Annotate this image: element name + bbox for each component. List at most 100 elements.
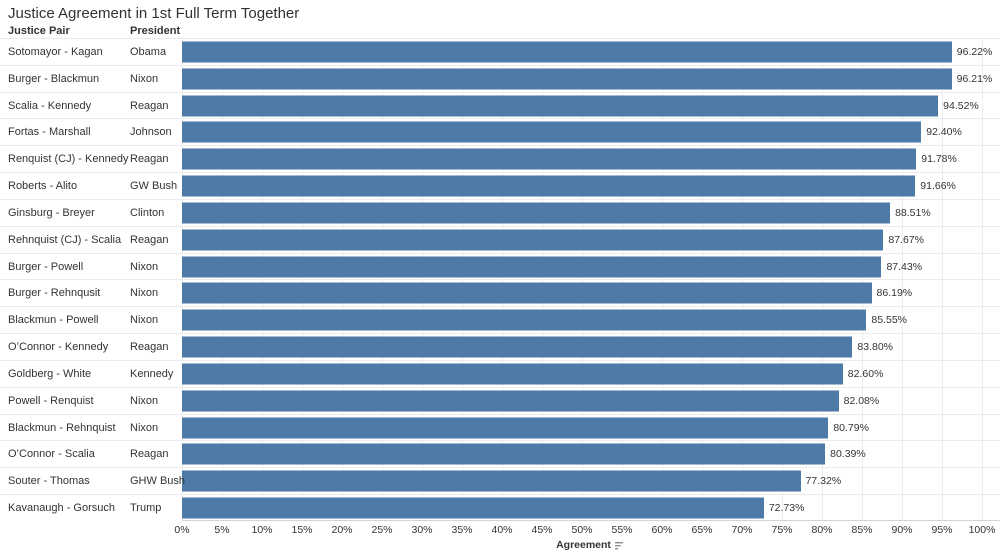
table-row: 87.43% Burger - Powell Nixon: [0, 253, 1000, 281]
justice-pair-cell[interactable]: Burger - Blackmun: [8, 72, 100, 85]
row-pane: 86.19%: [182, 280, 1000, 307]
justice-pair-cell[interactable]: Goldberg - White: [8, 367, 92, 380]
x-tick-label: 35%: [451, 524, 473, 536]
table-row: 94.52% Scalia - Kennedy Reagan: [0, 92, 1000, 120]
agreement-bar[interactable]: [182, 363, 843, 385]
president-cell[interactable]: Nixon: [130, 72, 159, 85]
agreement-bar[interactable]: [182, 390, 839, 412]
president-cell[interactable]: Nixon: [130, 394, 159, 407]
agreement-bar[interactable]: [182, 202, 891, 224]
bar-value-label: 92.40%: [926, 126, 962, 139]
president-cell[interactable]: Obama: [130, 45, 167, 58]
agreement-bar[interactable]: [182, 148, 917, 170]
x-tick-label: 50%: [571, 524, 593, 536]
president-cell[interactable]: Clinton: [130, 206, 165, 219]
agreement-bar[interactable]: [182, 121, 922, 143]
justice-pair-cell[interactable]: O’Connor - Scalia: [8, 448, 95, 461]
column-header-justice-pair[interactable]: Justice Pair: [8, 25, 70, 37]
bar-value-label: 91.66%: [920, 180, 956, 193]
president-cell[interactable]: Kennedy: [130, 367, 174, 380]
x-tick-label: 30%: [411, 524, 433, 536]
president-cell[interactable]: Nixon: [130, 260, 159, 273]
x-tick-label: 65%: [691, 524, 713, 536]
president-cell[interactable]: Reagan: [130, 99, 169, 112]
president-cell[interactable]: Reagan: [130, 448, 169, 461]
bar-value-label: 77.32%: [805, 475, 842, 488]
agreement-bar[interactable]: [182, 41, 952, 63]
x-tick-label: 5%: [214, 524, 230, 536]
bar-value-label: 94.52%: [943, 99, 979, 112]
chart-rows: 96.22% Sotomayor - Kagan Obama 96.21% Bu…: [0, 38, 1000, 521]
agreement-bar[interactable]: [182, 256, 882, 278]
justice-pair-cell[interactable]: Ginsburg - Breyer: [8, 206, 95, 219]
agreement-bar[interactable]: [182, 336, 853, 358]
justice-pair-cell[interactable]: Fortas - Marshall: [8, 126, 91, 139]
justice-pair-cell[interactable]: Renquist (CJ) - Kennedy: [8, 153, 129, 166]
row-pane: 96.21%: [182, 65, 1000, 92]
row-pane: 87.43%: [182, 253, 1000, 280]
table-row: 86.19% Burger - Rehnqusit Nixon: [0, 280, 1000, 308]
agreement-bar[interactable]: [182, 443, 826, 465]
justice-pair-cell[interactable]: Blackmun - Rehnquist: [8, 421, 116, 434]
president-cell[interactable]: GHW Bush: [130, 475, 186, 488]
president-cell[interactable]: Reagan: [130, 233, 169, 246]
row-pane: 91.78%: [182, 146, 1000, 173]
row-pane: 94.52%: [182, 92, 1000, 119]
sort-descending-icon[interactable]: [614, 541, 624, 550]
table-row: 88.51% Ginsburg - Breyer Clinton: [0, 199, 1000, 227]
justice-pair-cell[interactable]: Kavanaugh - Gorsuch: [8, 501, 116, 514]
agreement-bar[interactable]: [182, 282, 872, 304]
agreement-bar[interactable]: [182, 229, 884, 251]
table-row: 82.08% Powell - Renquist Nixon: [0, 387, 1000, 415]
table-row: 72.73% Kavanaugh - Gorsuch Trump: [0, 495, 1000, 521]
justice-pair-cell[interactable]: Burger - Powell: [8, 260, 84, 273]
x-tick-label: 95%: [931, 524, 953, 536]
justice-pair-cell[interactable]: Blackmun - Powell: [8, 314, 99, 327]
table-row: 92.40% Fortas - Marshall Johnson: [0, 119, 1000, 147]
table-row: 80.39% O’Connor - Scalia Reagan: [0, 441, 1000, 469]
president-cell[interactable]: Nixon: [130, 314, 159, 327]
bar-value-label: 85.55%: [871, 314, 908, 327]
x-tick-label: 0%: [174, 524, 190, 536]
president-cell[interactable]: Reagan: [130, 341, 169, 354]
justice-pair-cell[interactable]: Sotomayor - Kagan: [8, 45, 103, 58]
x-tick-label: 20%: [331, 524, 353, 536]
x-tick-label: 70%: [731, 524, 753, 536]
bar-value-label: 87.67%: [888, 233, 924, 246]
agreement-bar[interactable]: [182, 175, 916, 197]
justice-pair-cell[interactable]: Rehnquist (CJ) - Scalia: [8, 233, 122, 246]
agreement-bar[interactable]: [182, 497, 764, 519]
agreement-bar[interactable]: [182, 68, 952, 90]
agreement-bar[interactable]: [182, 417, 829, 438]
justice-pair-cell[interactable]: Burger - Rehnqusit: [8, 287, 101, 300]
bar-value-label: 88.51%: [895, 206, 931, 219]
column-header-president[interactable]: President: [130, 25, 181, 37]
agreement-bar[interactable]: [182, 95, 939, 117]
bar-value-label: 80.79%: [833, 421, 869, 434]
row-pane: 88.51%: [182, 199, 1000, 226]
president-cell[interactable]: Nixon: [130, 287, 159, 300]
row-pane: 77.32%: [182, 468, 1000, 495]
x-tick-label: 90%: [891, 524, 913, 536]
row-pane: 87.67%: [182, 226, 1000, 253]
president-cell[interactable]: GW Bush: [130, 180, 178, 193]
president-cell[interactable]: Trump: [130, 501, 162, 514]
agreement-bar[interactable]: [182, 470, 801, 492]
president-cell[interactable]: Johnson: [130, 126, 172, 139]
justice-pair-cell[interactable]: Scalia - Kennedy: [8, 99, 92, 112]
president-cell[interactable]: Nixon: [130, 421, 159, 434]
agreement-bar[interactable]: [182, 309, 867, 331]
table-row: 91.66% Roberts - Alito GW Bush: [0, 173, 1000, 200]
justice-pair-cell[interactable]: Roberts - Alito: [8, 180, 78, 193]
row-pane: 80.39%: [182, 441, 1000, 468]
justice-pair-cell[interactable]: Souter - Thomas: [8, 475, 90, 488]
x-axis-title[interactable]: Agreement: [556, 539, 624, 551]
justice-pair-cell[interactable]: Powell - Renquist: [8, 394, 94, 407]
president-cell[interactable]: Reagan: [130, 153, 169, 166]
row-pane: 83.80%: [182, 334, 1000, 360]
table-row: 82.60% Goldberg - White Kennedy: [0, 360, 1000, 388]
row-pane: 82.60%: [182, 360, 1000, 387]
x-tick-label: 25%: [371, 524, 393, 536]
justice-pair-cell[interactable]: O’Connor - Kennedy: [8, 341, 109, 354]
